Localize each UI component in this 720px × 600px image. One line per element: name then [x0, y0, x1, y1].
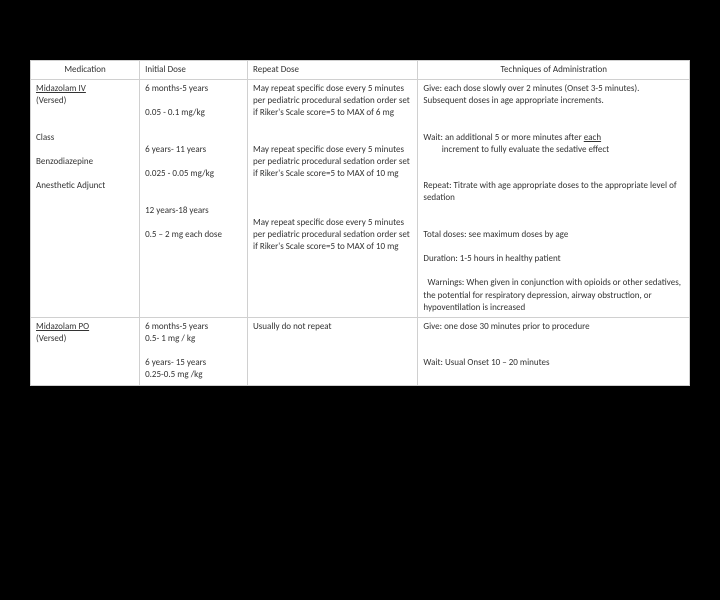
tech-give-po: Give: one dose 30 minutes prior to proce… — [423, 321, 589, 332]
header-techniques: Techniques of Administration — [418, 61, 690, 80]
dose-amt-2: 0.025 - 0.05 mg/kg — [145, 168, 214, 179]
cell-techniques-po: Give: one dose 30 minutes prior to proce… — [418, 317, 690, 385]
tech-wait-pre: Wait: an additional 5 or more minutes af… — [423, 132, 583, 143]
class-anesthetic: Anesthetic Adjunct — [36, 180, 105, 191]
dose-age-1: 6 months-5 years — [145, 83, 208, 94]
dose-amt-1: 0.05 - 0.1 mg/kg — [145, 107, 205, 118]
dose-amt-po1: 0.5- 1 mg / kg — [145, 333, 195, 344]
repeat-1: May repeat specific dose every 5 minutes… — [253, 83, 410, 118]
dose-amt-po2: 0.25-0.5 mg /kg — [145, 369, 202, 380]
header-initial-dose: Initial Dose — [140, 61, 248, 80]
repeat-po: Usually do not repeat — [253, 321, 332, 332]
tech-total: Total doses: see maximum doses by age — [423, 229, 568, 240]
medication-table: Medication Initial Dose Repeat Dose Tech… — [30, 60, 690, 386]
cell-medication-po: Midazolam PO (Versed) — [31, 317, 140, 385]
tech-wait-po: Wait: Usual Onset 10 – 20 minutes — [423, 357, 549, 368]
tech-wait-post: increment to fully evaluate the sedative… — [440, 144, 609, 155]
cell-initial-dose-po: 6 months-5 years 0.5- 1 mg / kg 6 years-… — [140, 317, 248, 385]
dose-amt-3: 0.5 – 2 mg each dose — [145, 229, 222, 240]
cell-initial-dose-iv: 6 months-5 years 0.05 - 0.1 mg/kg 6 year… — [140, 80, 248, 318]
cell-repeat-dose-iv: May repeat specific dose every 5 minutes… — [248, 80, 418, 318]
tech-warnings: Warnings: When given in conjunction with… — [423, 277, 681, 312]
med-name: Midazolam IV — [36, 83, 86, 94]
tech-give: Give: each dose slowly over 2 minutes (O… — [423, 83, 639, 106]
dose-age-2: 6 years- 11 years — [145, 144, 206, 155]
cell-repeat-dose-po: Usually do not repeat — [248, 317, 418, 385]
med-brand-po: (Versed) — [36, 333, 66, 344]
header-repeat-dose: Repeat Dose — [248, 61, 418, 80]
dose-age-po1: 6 months-5 years — [145, 321, 208, 332]
medication-table-container: Medication Initial Dose Repeat Dose Tech… — [30, 60, 690, 386]
dose-age-3: 12 years-18 years — [145, 205, 209, 216]
med-brand: (Versed) — [36, 95, 66, 106]
tech-repeat: Repeat: Titrate with age appropriate dos… — [423, 180, 676, 203]
table-header-row: Medication Initial Dose Repeat Dose Tech… — [31, 61, 690, 80]
tech-wait-underline: each — [584, 132, 601, 143]
repeat-2: May repeat specific dose every 5 minutes… — [253, 144, 410, 179]
repeat-3: May repeat specific dose every 5 minutes… — [253, 217, 410, 252]
tech-duration: Duration: 1-5 hours in healthy patient — [423, 253, 560, 264]
cell-techniques-iv: Give: each dose slowly over 2 minutes (O… — [418, 80, 690, 318]
table-row: Midazolam IV (Versed) Class Benzodiazepi… — [31, 80, 690, 318]
class-benzo: Benzodiazepine — [36, 156, 93, 167]
cell-medication-iv: Midazolam IV (Versed) Class Benzodiazepi… — [31, 80, 140, 318]
header-medication: Medication — [31, 61, 140, 80]
med-name-po: Midazolam PO — [36, 321, 89, 332]
table-row: Midazolam PO (Versed) 6 months-5 years 0… — [31, 317, 690, 385]
dose-age-po2: 6 years- 15 years — [145, 357, 206, 368]
class-label: Class — [36, 132, 54, 143]
